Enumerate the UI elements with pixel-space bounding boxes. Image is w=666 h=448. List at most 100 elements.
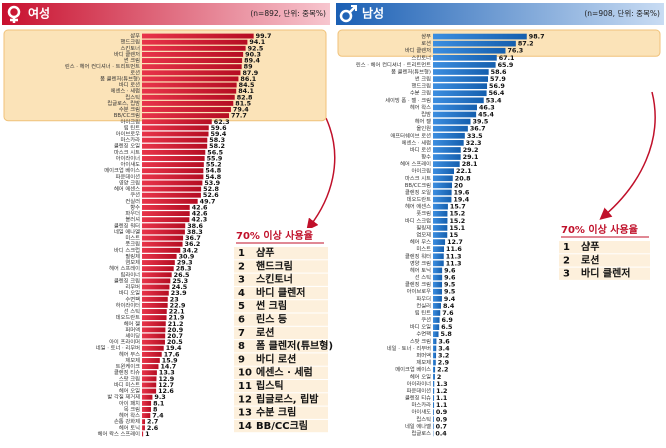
callout-rank: 2: [563, 255, 570, 266]
value-label: 52.8: [203, 185, 219, 193]
value-label: 62.3: [214, 118, 230, 126]
header: [2, 3, 330, 25]
category-label: 에센스 · 세럼: [402, 138, 432, 146]
value-label: 87.2: [518, 40, 534, 48]
bar: [142, 351, 162, 357]
value-label: 12.9: [158, 375, 174, 383]
category-label: 향수: [130, 203, 140, 211]
callout-rank: 12: [238, 394, 252, 405]
value-label: 87.9: [242, 69, 258, 77]
category-label: 헤어 에센스: [405, 202, 431, 210]
bar: [433, 111, 477, 118]
category-label: 네일 · 토너 · 리무버: [387, 344, 431, 352]
value-label: 25.3: [172, 277, 188, 285]
bar: [433, 90, 487, 97]
callout-row: [234, 380, 328, 393]
bar: [142, 376, 157, 382]
category-label: 트윈케이크: [116, 362, 140, 370]
bar: [142, 107, 231, 112]
category-label: 세이빙 폼 · 젤 · 크림: [385, 96, 431, 104]
value-label: 77.7: [231, 112, 247, 120]
bar: [142, 186, 202, 192]
category-label: 선 스틱: [415, 273, 431, 281]
category-label: 리무버: [125, 283, 140, 291]
bar: [142, 211, 190, 217]
category-label: 폼 클렌저(튜브형): [391, 67, 431, 75]
value-label: 14.7: [160, 363, 176, 371]
category-label: 영양 크림: [410, 259, 431, 267]
bar: [142, 431, 144, 437]
bar: [142, 333, 166, 339]
category-label: 미스트: [416, 245, 431, 253]
category-label: 바디 클렌저: [114, 50, 140, 58]
bar: [433, 281, 443, 288]
callout-rank: 13: [238, 408, 252, 419]
value-label: 0.9: [436, 415, 448, 423]
category-label: 바디 미스트: [114, 380, 140, 388]
value-label: 3.2: [438, 351, 449, 359]
value-label: 15: [449, 231, 458, 239]
value-label: 0.9: [436, 408, 448, 416]
category-label: 헤어 스프레이: [400, 160, 431, 168]
bar: [142, 260, 175, 265]
category-label: 발 각질 제거제: [107, 393, 140, 401]
value-label: 1.2: [436, 387, 447, 395]
header: [336, 3, 664, 25]
value-label: 22.1: [169, 308, 185, 316]
category-label: 아이섀도: [412, 408, 432, 416]
value-label: 15.7: [450, 203, 466, 211]
category-label: 네일 에나멜: [405, 422, 431, 430]
bar: [433, 33, 527, 40]
value-label: 20.7: [167, 332, 183, 340]
arrow: [599, 91, 656, 220]
value-label: 23.9: [171, 289, 187, 297]
bar: [433, 388, 435, 394]
callout-row: [559, 254, 650, 267]
value-label: 8: [153, 405, 158, 413]
category-label: 핸드크림: [121, 38, 141, 46]
bar: [433, 373, 435, 380]
bar: [142, 321, 166, 327]
value-label: 98.7: [529, 33, 545, 41]
value-label: 1.1: [436, 394, 447, 402]
callout-item: 바디 로션: [256, 352, 296, 365]
category-label: 컨실러: [416, 301, 431, 309]
value-label: 9.3: [154, 393, 165, 401]
callout-row: [234, 419, 328, 433]
category-label: 립글로스: [412, 429, 432, 437]
callout-row: [234, 353, 328, 366]
callout-item: 폼 클렌저(튜브형): [256, 339, 333, 352]
value-label: 92.5: [248, 44, 264, 52]
value-label: 38.6: [187, 222, 203, 230]
bar: [142, 358, 160, 363]
category-label: 필링제: [125, 252, 140, 260]
callout-rank: 10: [238, 368, 252, 379]
category-label: 염모제: [416, 231, 431, 239]
value-label: 55.9: [207, 154, 223, 162]
category-label: 셰이딩: [125, 332, 140, 340]
bar: [142, 217, 190, 223]
value-label: 58.2: [209, 142, 225, 150]
bar: [142, 339, 165, 345]
bar: [433, 409, 434, 416]
arrow: [306, 117, 336, 231]
category-label: 목 크림: [124, 405, 140, 413]
callout-rank: 5: [238, 301, 245, 312]
value-label: 19.4: [453, 196, 469, 204]
category-label: 스팟 크림: [119, 374, 140, 382]
callout-item: 로션: [581, 253, 599, 266]
category-label: 메이크업 베이스: [395, 365, 431, 373]
value-label: 54.8: [205, 173, 221, 181]
value-label: 12.7: [447, 238, 463, 246]
value-label: 20.9: [167, 326, 183, 334]
bar: [142, 180, 203, 186]
value-label: 29.2: [463, 146, 479, 154]
value-label: 59.4: [211, 130, 227, 138]
value-label: 2.7: [147, 418, 158, 426]
bar: [142, 413, 151, 419]
bar: [142, 388, 157, 394]
bar: [142, 327, 166, 333]
category-label: 클렌징 워터: [405, 252, 431, 260]
bar: [142, 143, 208, 149]
value-label: 9.4: [444, 295, 456, 303]
